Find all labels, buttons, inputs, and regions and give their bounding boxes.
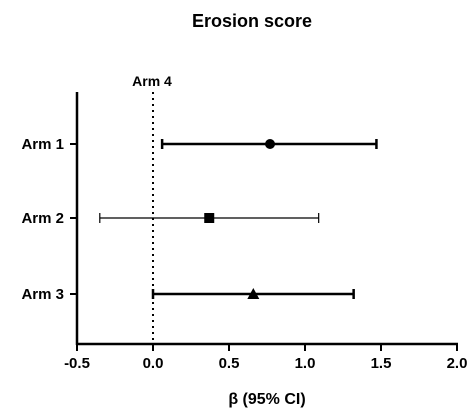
x-tick-label: 0.5 [219,355,240,372]
estimate-point [204,213,215,223]
x-tick-label: 2.0 [447,355,468,372]
estimate-point [247,288,260,299]
estimate-point [265,139,276,149]
x-axis-label: β (95% CI) [228,391,305,408]
x-tick-label: 1.5 [371,355,392,372]
x-tick-label: 0.0 [143,355,164,372]
reference-label: Arm 4 [132,73,172,89]
x-tick-label: 1.0 [295,355,316,372]
category-label: Arm 2 [21,210,64,227]
chart-title: Erosion score [192,11,312,31]
category-label: Arm 3 [21,286,64,303]
x-tick-label: -0.5 [64,355,90,372]
category-label: Arm 1 [21,136,64,153]
plot-area: -0.5 0.0 0.5 1.0 1.5 2.0 Arm 1 Arm 2 Arm 3 [21,92,467,372]
